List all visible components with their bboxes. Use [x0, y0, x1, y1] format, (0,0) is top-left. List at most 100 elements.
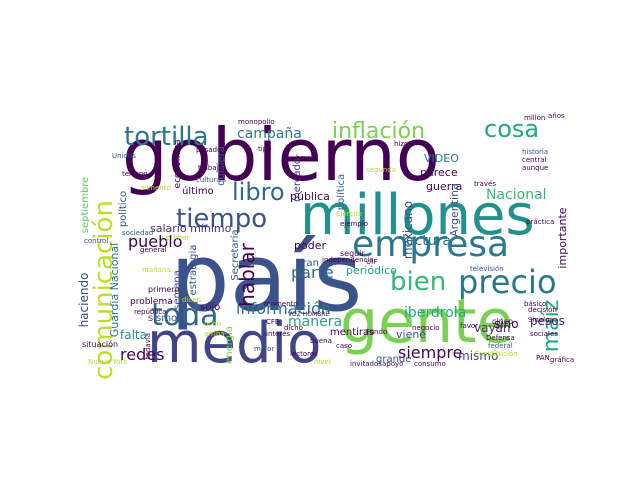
cloud-word: energía: [223, 326, 235, 364]
cloud-word: gobierno: [122, 113, 440, 197]
cloud-word: inflación: [332, 119, 425, 144]
cloud-word: medio: [147, 311, 321, 376]
cloud-word: información: [236, 299, 331, 318]
cloud-word: último: [182, 185, 214, 197]
cloud-word: invitados: [350, 360, 382, 368]
cloud-word: mexicano: [401, 201, 415, 259]
cloud-word: Guardia Nacional: [108, 243, 121, 337]
cloud-word: UIF: [366, 258, 377, 266]
cloud-word: Unidos: [112, 152, 136, 160]
cloud-word: pesos: [530, 314, 565, 328]
cloud-word: grande: [376, 354, 411, 365]
cloud-word: económica: [172, 140, 183, 189]
cloud-word: campaña: [237, 126, 302, 142]
cloud-word: problema: [130, 297, 173, 307]
cloud-word: toda: [151, 298, 219, 333]
cloud-word: PAN: [536, 354, 550, 362]
cloud-word: vayan: [474, 321, 511, 335]
cloud-word: general: [140, 246, 167, 254]
cloud-word: historia: [522, 148, 548, 156]
cloud-word: ejemplo: [340, 220, 368, 228]
cloud-word: arriba: [204, 330, 225, 338]
cloud-word: caso: [336, 342, 352, 350]
cloud-word: mejor: [254, 345, 274, 353]
cloud-word: independencia: [322, 256, 374, 264]
cloud-word: septiembre: [80, 177, 91, 234]
cloud-word: años: [548, 112, 565, 120]
cloud-word: parte: [291, 263, 334, 282]
cloud-word: todavía: [144, 333, 152, 359]
cloud-word: falta: [120, 328, 147, 342]
cloud-word: gran: [296, 258, 319, 269]
cloud-word: monopolio: [238, 118, 275, 126]
cloud-word: cultura: [196, 176, 221, 184]
cloud-word: terreno: [122, 170, 148, 178]
cloud-word: sociedad: [122, 229, 153, 237]
cloud-word: siempre: [398, 343, 462, 362]
cloud-word: primer: [166, 234, 189, 242]
cloud-word: semana: [172, 270, 183, 310]
cloud-word: sismo: [148, 313, 177, 324]
cloud-word: millón: [524, 114, 545, 122]
cloud-word: libro: [232, 178, 285, 206]
cloud-word: país: [170, 224, 362, 333]
cloud-word: práctica: [526, 218, 554, 226]
cloud-word: mismo: [458, 349, 498, 363]
cloud-word: Secretaría: [229, 229, 241, 280]
cloud-word: Fondo: [366, 328, 387, 336]
cloud-word: estrategia: [188, 245, 199, 296]
cloud-word: hoy: [296, 154, 309, 162]
cloud-word: redes: [120, 345, 164, 364]
cloud-word: lectura: [402, 233, 451, 249]
cloud-word: comunicación: [89, 200, 119, 380]
cloud-word: Sinaloa: [528, 316, 554, 324]
cloud-word: viene: [396, 328, 426, 341]
cloud-word: sino: [494, 317, 519, 331]
cloud-word: dicen: [182, 296, 201, 304]
cloud-word: quisiera: [216, 146, 227, 186]
cloud-word: mañana: [142, 266, 171, 274]
cloud-word: república: [134, 308, 166, 316]
cloud-word: Nueva York: [88, 358, 128, 366]
cloud-word: VIDEO: [424, 152, 459, 165]
cloud-word: tiempo: [176, 204, 267, 234]
cloud-word: pública: [290, 190, 330, 203]
cloud-word: guerra: [426, 180, 462, 193]
cloud-word: momento: [264, 300, 298, 308]
cloud-word: VOZ HOMBRE: [288, 311, 329, 318]
cloud-word: hizo: [394, 140, 408, 148]
cloud-word: seguir: [340, 249, 365, 258]
cloud-word: cinco: [492, 317, 513, 326]
cloud-word: Ejército: [336, 210, 362, 218]
cloud-word: Constitución: [474, 350, 518, 358]
cloud-word: decisión: [528, 306, 557, 314]
cloud-word: importante: [556, 207, 569, 268]
cloud-word: mentiras: [330, 327, 374, 338]
cloud-word: alimento: [140, 184, 171, 192]
cloud-word: través: [474, 180, 496, 188]
cloud-word: pueblo: [128, 232, 183, 251]
cloud-word: interés: [266, 330, 290, 338]
cloud-word: periódico: [346, 264, 397, 277]
cloud-word: haciendo: [77, 273, 91, 328]
cloud-word: poder: [294, 239, 326, 252]
cloud-word: básico: [524, 300, 546, 308]
cloud-word: dicho: [284, 324, 303, 332]
cloud-word: tipo: [258, 145, 271, 153]
cloud-word: Defensa: [486, 334, 515, 342]
cloud-word: millones: [300, 183, 535, 248]
cloud-word: segundo: [366, 166, 396, 174]
cloud-word: situación: [82, 339, 118, 349]
cloud-word: Nacional: [486, 187, 547, 203]
cloud-word: hablar: [235, 242, 259, 306]
cloud-word: favor: [460, 322, 478, 330]
cloud-word: televisión: [470, 265, 504, 273]
cloud-word: política: [335, 174, 347, 210]
cloud-word: negocio: [412, 324, 440, 332]
cloud-word: Argentina: [448, 183, 461, 237]
cloud-word: cosa: [484, 115, 539, 143]
cloud-word: tortilla: [124, 122, 209, 152]
cloud-word: mercado: [292, 158, 303, 202]
